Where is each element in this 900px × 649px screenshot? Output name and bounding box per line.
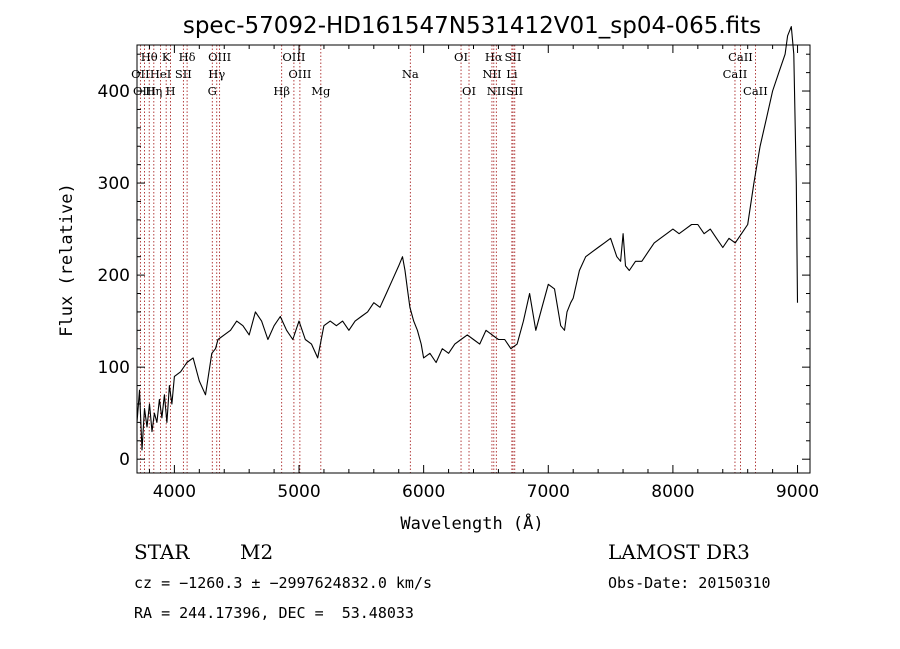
spectral-line-label: NII <box>487 84 506 98</box>
x-tick-label: 6000 <box>402 482 445 502</box>
spectral-line-label: CaII <box>723 67 748 81</box>
spectral-line-label: Hθ <box>141 50 158 64</box>
survey-name: LAMOST DR3 <box>608 540 750 564</box>
spectral-line-label: OI <box>454 50 468 64</box>
spectral-line-label: Hη <box>145 84 162 98</box>
x-tick-label: 7000 <box>527 482 570 502</box>
y-axis-label: Flux (relative) <box>57 183 77 337</box>
spectral-line-label: Na <box>402 67 419 81</box>
spectral-line-label: Li <box>506 67 518 81</box>
x-tick-label: 4000 <box>153 482 196 502</box>
spectrum-line <box>136 26 799 451</box>
object-class: STAR <box>134 540 190 564</box>
chart-title: spec-57092-HD161547N531412V01_sp04-065.f… <box>183 13 761 39</box>
plot-frame <box>136 44 811 474</box>
spectral-line-label: OIII <box>282 50 305 64</box>
object-subclass: M2 <box>240 540 274 564</box>
y-tick-label: 100 <box>98 358 130 378</box>
spectral-line-label: SII <box>505 50 522 64</box>
x-tick-label: 5000 <box>277 482 320 502</box>
spectral-line-label: K <box>162 50 171 64</box>
y-tick-label: 400 <box>98 82 130 102</box>
spectral-line-label: Hδ <box>179 50 196 64</box>
spectral-line-label: H <box>166 84 176 98</box>
spectral-line-label: SII <box>175 67 192 81</box>
y-tick-label: 300 <box>98 174 130 194</box>
spectral-line-label: Hα <box>485 50 503 64</box>
spectral-line-label: OII <box>131 67 150 81</box>
spectral-line-label: OIII <box>208 50 231 64</box>
spectral-line-label: G <box>208 84 217 98</box>
spectral-line-label: NII <box>482 67 501 81</box>
obs-date-text: Obs-Date: 20150310 <box>608 574 771 592</box>
spectral-line-label: OIII <box>288 67 311 81</box>
spectral-line-label: SII <box>506 84 523 98</box>
spectral-line-label: HeI <box>150 67 171 81</box>
y-tick-label: 200 <box>98 266 130 286</box>
spectral-line-label: Mg <box>311 84 331 98</box>
spectral-line-label: Hγ <box>208 67 225 81</box>
redshift-text: cz = −1260.3 ± −2997624832.0 km/s <box>134 574 433 592</box>
spectral-line-label: CaII <box>743 84 768 98</box>
x-axis-label: Wavelength (Å) <box>400 512 543 534</box>
x-tick-label: 8000 <box>651 482 694 502</box>
spectral-line-label: Hβ <box>273 84 290 98</box>
x-tick-label: 9000 <box>776 482 819 502</box>
coordinates-text: RA = 244.17396, DEC = 53.48033 <box>134 604 414 622</box>
spectral-line-label: OI <box>462 84 476 98</box>
spectral-line-label: CaII <box>728 50 753 64</box>
y-tick-label: 0 <box>119 450 130 470</box>
